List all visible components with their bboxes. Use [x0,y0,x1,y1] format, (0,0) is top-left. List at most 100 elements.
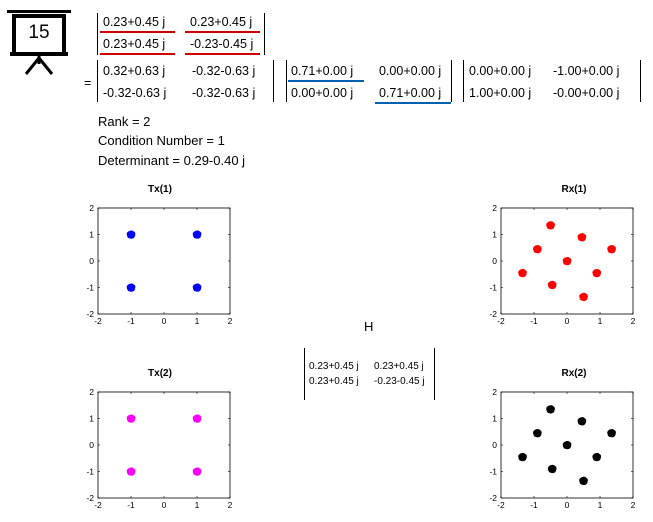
x-tick-label: -2 [94,316,102,326]
x-tick-label: 0 [162,500,167,510]
y-tick-label: 1 [492,230,497,240]
point-cluster-dot [563,443,569,449]
red-underline [100,31,175,33]
y-tick-label: -2 [86,309,94,319]
point-cluster-dot [579,295,585,301]
x-tick-label: 0 [162,316,167,326]
y-tick-label: -1 [489,467,497,477]
point-cluster-dot [127,233,133,239]
y-tick-label: 2 [492,387,497,397]
data-point [592,452,602,462]
data-point [547,280,557,290]
data-point [546,221,555,230]
y-tick-label: -2 [489,309,497,319]
point-cluster-dot [518,271,524,277]
red-underline [185,31,260,33]
data-point [607,244,616,254]
matrix-cell: 0.32+0.63 j [103,64,166,78]
point-cluster-dot [193,417,199,423]
point-cluster-dot [518,455,524,461]
matrix-cell: 0.23+0.45 j [309,376,359,387]
plot-tx1: Tx(1) -2 -2 -1 -1 0 0 1 1 2 2 [80,184,240,334]
data-point [126,467,136,476]
axes-box [97,207,231,315]
x-tick-label: 1 [598,316,603,326]
red-underline [100,53,175,55]
point-cluster-dot [548,283,554,289]
point-cluster-dot [533,431,539,437]
x-tick-label: 2 [631,500,636,510]
point-cluster-dot [578,235,584,242]
y-tick-label: 2 [492,203,497,213]
point-cluster-dot [533,247,539,253]
point-cluster-dot [563,259,569,265]
matrix-cell: -0.23-0.45 j [190,37,254,51]
data-point [192,467,202,476]
data-point [592,268,602,278]
plot-title: Rx(1) [561,184,587,195]
data-point [518,452,527,462]
red-underline [185,53,260,55]
y-tick-label: 0 [492,256,497,266]
y-tick-label: -2 [489,493,497,503]
data-point [562,440,572,450]
constellation-tx2: -2-2 -1 -1 0 0 1 1 2 2 [86,387,233,510]
plot-title: Tx(1) [148,184,172,195]
point-cluster-dot [127,470,133,476]
matrix-cell: 0.00+0.00 j [469,64,532,78]
y-tick-label: 1 [89,230,94,240]
constellation-rx2: -2-2 -1 -1 0 0 1 1 2 2 [489,387,636,510]
data-point [579,476,588,486]
determinant-text: Determinant = 0.29-0.40 j [98,153,246,168]
blue-underline [288,80,364,82]
x-tick-label: 1 [195,316,200,326]
x-tick-label: -2 [497,316,505,326]
data-point [192,283,202,292]
presentation-board-icon [7,10,71,75]
slide-number: 15 [28,22,50,43]
plot-rx2: Rx(2) -2 -2 -1 -1 0 0 1 1 2 2 [483,368,643,518]
matrix-cell: 0.71+0.00 j [291,64,354,78]
matrix-cell: 0.71+0.00 j [379,86,442,100]
data-point [547,464,557,474]
point-cluster-dot [579,479,585,485]
point-cluster-dot [607,247,613,253]
data-point [126,230,136,239]
constellation-tx1: -2-2 -1 -1 0 0 1 1 2 2 [86,203,232,326]
y-tick-label: 0 [492,440,497,450]
point-cluster-dot [193,286,199,292]
y-tick-label: 2 [89,387,94,397]
y-tick-label: 0 [89,256,94,266]
point-cluster-dot [193,233,199,239]
point-cluster-dot [548,467,554,473]
y-tick-label: -1 [86,467,94,477]
matrix-cell: -0.32-0.63 j [192,86,256,100]
matrix-cell: 0.23+0.45 j [309,361,359,372]
matrix-cell: 0.00+0.00 j [291,86,354,100]
matrix-cell: 0.00+0.00 j [379,64,442,78]
matrix-cell: 1.00+0.00 j [469,86,532,100]
point-cluster-dot [546,407,552,414]
point-cluster-dot [127,286,133,292]
constellation-rx1: -2-2 -1 -1 0 0 1 1 2 2 [489,203,635,326]
x-tick-label: 0 [565,316,570,326]
x-tick-label: 1 [598,500,603,510]
x-tick-label: 0 [565,500,570,510]
point-cluster-dot [578,419,584,426]
matrix-cell: 0.23+0.45 j [374,361,424,372]
data-point [577,233,587,242]
data-point [579,292,588,302]
data-point [518,268,527,278]
matrix-cell: 0.23+0.45 j [190,15,253,29]
y-tick-label: 1 [89,414,94,424]
point-cluster-dot [607,431,613,437]
plot-tx2: Tx(2) -2 -2 -1 -1 0 0 1 1 2 2 [80,368,240,518]
data-point [126,283,136,292]
y-tick-label: 0 [89,440,94,450]
matrix-cell: 0.23+0.45 j [103,37,166,51]
data-point [126,414,136,423]
channel-label: H [364,319,374,334]
point-cluster-dot [193,470,199,476]
x-tick-label: 2 [228,500,233,510]
data-point [577,417,587,426]
